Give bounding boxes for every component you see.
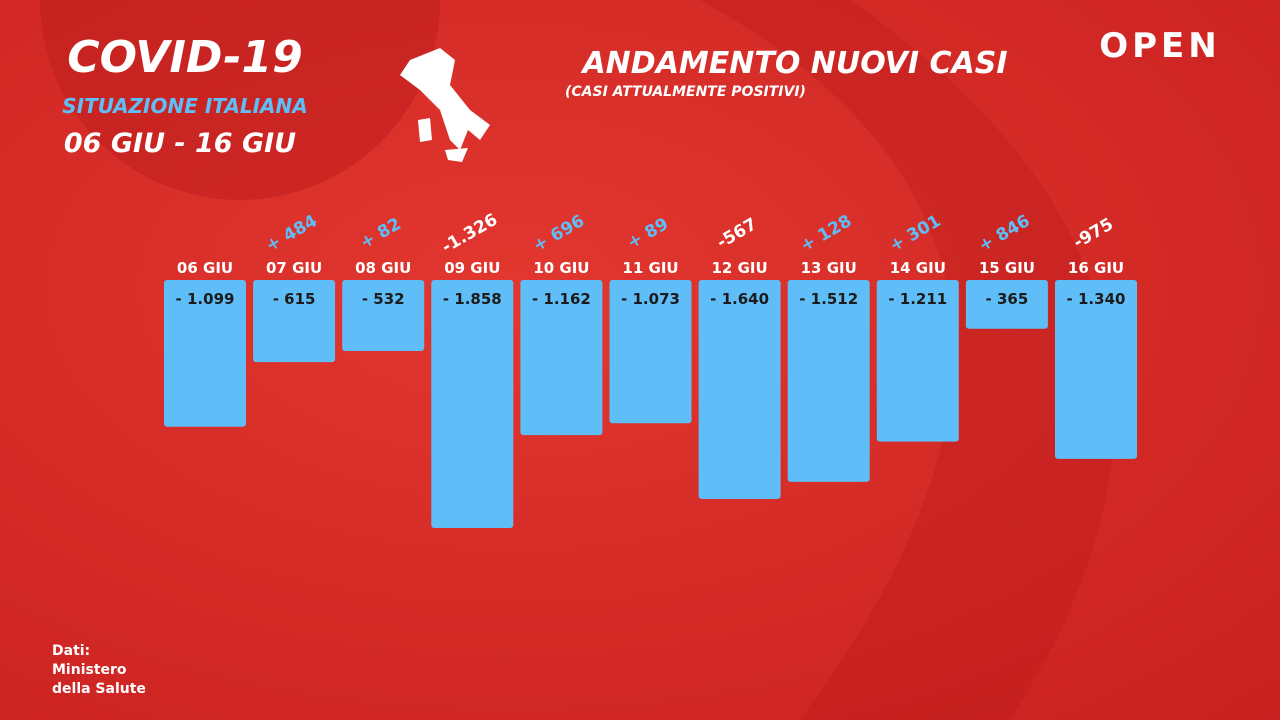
brand: OPEN xyxy=(1099,26,1221,66)
value-label: - 1.162 xyxy=(532,290,591,308)
x-tick-label: 09 GIU xyxy=(444,259,500,277)
bar xyxy=(253,280,336,363)
chart-title: ANDAMENTO NUOVI CASI xyxy=(580,46,1007,81)
header-title: COVID-19 xyxy=(67,32,302,83)
value-label: - 1.512 xyxy=(799,290,858,308)
value-label: - 1.340 xyxy=(1067,290,1126,308)
x-tick-label: 16 GIU xyxy=(1068,259,1124,277)
chart-subtitle: (CASI ATTUALMENTE POSITIVI) xyxy=(565,84,806,100)
value-label: - 1.640 xyxy=(710,290,769,308)
x-tick-label: 06 GIU xyxy=(177,259,233,277)
x-tick-label: 12 GIU xyxy=(712,259,768,277)
value-label: - 532 xyxy=(362,290,405,308)
value-label: - 1.073 xyxy=(621,290,680,308)
bar xyxy=(431,280,514,529)
bar xyxy=(965,280,1048,329)
bar xyxy=(520,280,603,436)
value-label: - 1.211 xyxy=(888,290,947,308)
header-region: SITUAZIONE ITALIANA xyxy=(62,94,308,118)
decor xyxy=(700,0,1115,720)
source: della Salute xyxy=(52,681,146,697)
italy-map xyxy=(400,48,490,162)
x-tick-label: 15 GIU xyxy=(979,259,1035,277)
source: Dati: xyxy=(52,643,90,659)
x-tick-label: 08 GIU xyxy=(355,259,411,277)
bar xyxy=(876,280,959,442)
bar xyxy=(787,280,870,482)
x-tick-label: 13 GIU xyxy=(801,259,857,277)
value-label: - 1.858 xyxy=(443,290,502,308)
x-tick-label: 07 GIU xyxy=(266,259,322,277)
bar xyxy=(1055,280,1137,459)
decor xyxy=(40,0,440,200)
x-tick-label: 10 GIU xyxy=(533,259,589,277)
bar xyxy=(698,280,781,499)
bar xyxy=(164,280,246,427)
bar xyxy=(609,280,692,424)
value-label: - 1.099 xyxy=(176,290,235,308)
bar xyxy=(342,280,425,352)
header-period: 06 GIU - 16 GIU xyxy=(64,128,296,159)
value-label: - 615 xyxy=(273,290,316,308)
x-tick-label: 11 GIU xyxy=(622,259,678,277)
x-tick-label: 14 GIU xyxy=(890,259,946,277)
source: Ministero xyxy=(52,662,127,678)
value-label: - 365 xyxy=(986,290,1029,308)
